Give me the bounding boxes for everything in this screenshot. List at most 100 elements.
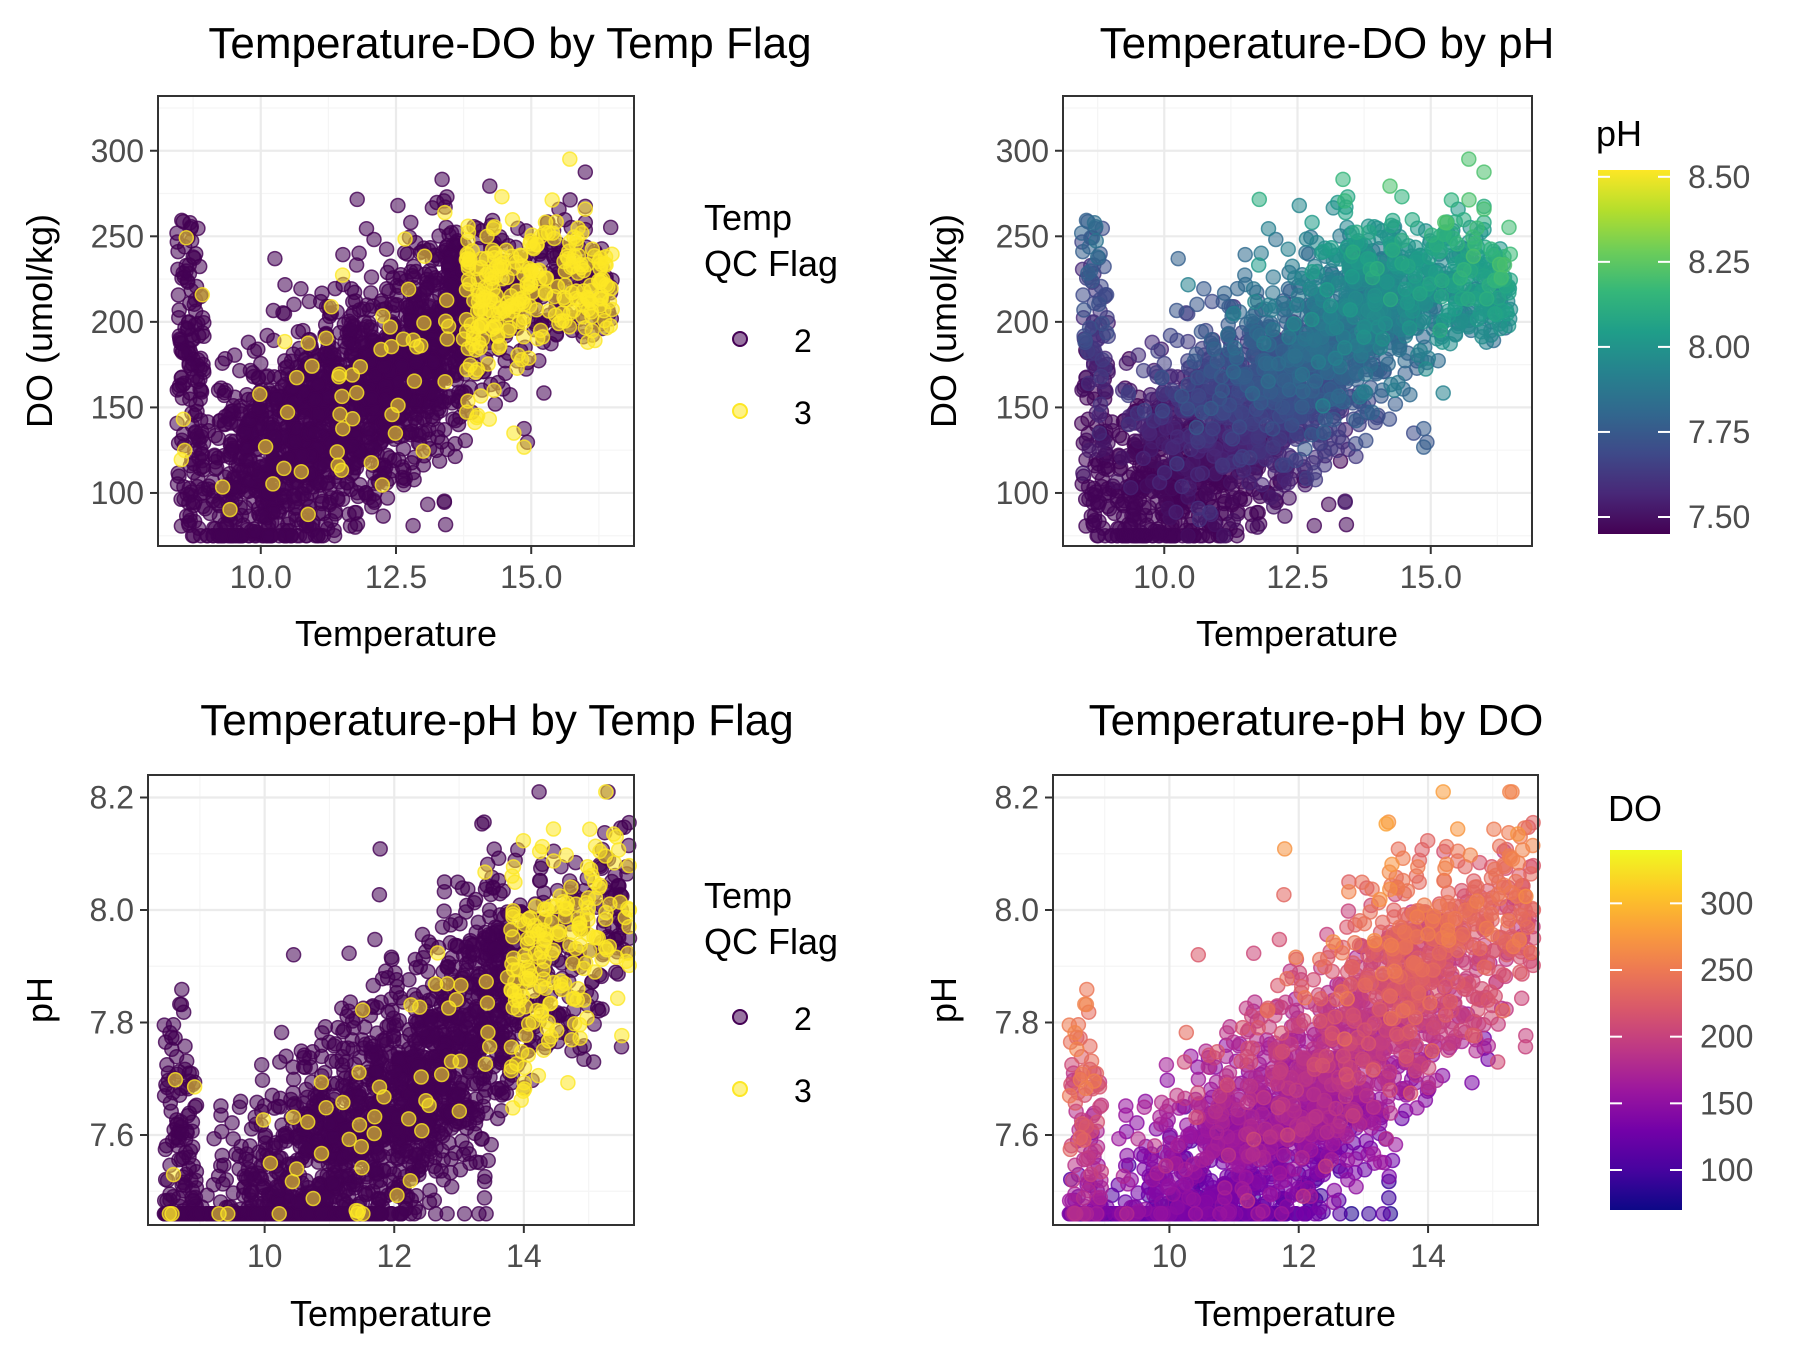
data-point [1243, 451, 1257, 465]
data-point [1088, 216, 1102, 230]
data-point [1076, 288, 1090, 302]
data-point [385, 340, 399, 354]
data-point [322, 418, 336, 432]
data-point [418, 249, 432, 263]
data-point [1272, 357, 1286, 371]
data-point [176, 412, 190, 426]
data-point [517, 440, 531, 454]
y-tick-label: 150 [91, 389, 144, 425]
data-point [495, 190, 509, 204]
data-point [278, 278, 292, 292]
legend-key-flag-3 [733, 404, 747, 418]
data-point [1207, 342, 1221, 356]
data-point [1388, 397, 1402, 411]
data-point [1204, 401, 1218, 415]
data-point [1382, 412, 1396, 426]
data-point [239, 425, 253, 439]
data-point [488, 397, 502, 411]
data-point [1117, 494, 1131, 508]
data-point [441, 256, 455, 270]
panel-temp-do-by-ph: Temperature-DO by pH 10.0 12.5 15.0 100150… [923, 19, 1750, 654]
data-point [577, 264, 591, 278]
data-point [605, 247, 619, 261]
data-point [507, 426, 521, 440]
data-point [1304, 282, 1318, 296]
data-point [365, 270, 379, 284]
data-point [1332, 389, 1346, 403]
data-point [444, 278, 458, 292]
data-point [514, 249, 528, 263]
data-point [567, 304, 581, 318]
data-point [328, 529, 342, 543]
data-point [197, 365, 211, 379]
data-point [1266, 422, 1280, 436]
data-point [1235, 406, 1249, 420]
data-point [1189, 421, 1203, 435]
data-point [552, 317, 566, 331]
data-point [1339, 518, 1353, 532]
data-point [530, 238, 544, 252]
data-point [1300, 471, 1314, 485]
data-point [1094, 370, 1108, 384]
data-point [1094, 397, 1108, 411]
data-point [295, 449, 309, 463]
data-point [1359, 367, 1373, 381]
data-point [594, 257, 608, 271]
data-point [404, 216, 418, 230]
data-point [391, 199, 405, 213]
data-point [1296, 384, 1310, 398]
data-point [1392, 343, 1406, 357]
data-point [433, 454, 447, 468]
data-point [506, 213, 520, 227]
data-point [1181, 529, 1195, 543]
data-point [1101, 499, 1115, 513]
data-point [1257, 336, 1271, 350]
data-point [404, 314, 418, 328]
data-point [290, 371, 304, 385]
data-point [182, 267, 196, 281]
data-point [1191, 435, 1205, 449]
data-point [1228, 341, 1242, 355]
data-point [1250, 520, 1264, 534]
data-point [1349, 414, 1363, 428]
data-point [435, 172, 449, 186]
data-point [1322, 497, 1336, 511]
data-point [439, 518, 453, 532]
data-point [288, 489, 302, 503]
data-point [584, 284, 598, 298]
data-point [1299, 246, 1313, 260]
data-point [1155, 371, 1169, 385]
data-point [1403, 388, 1417, 402]
data-point [277, 461, 291, 475]
data-point [208, 455, 222, 469]
data-point [1082, 443, 1096, 457]
legend-key-flag-2 [733, 332, 747, 346]
data-point [1217, 529, 1231, 543]
data-point [1171, 252, 1185, 266]
data-point [1079, 492, 1093, 506]
data-point [278, 307, 292, 321]
data-point [1191, 371, 1205, 385]
data-point [174, 492, 188, 506]
data-point [426, 355, 440, 369]
data-point [408, 411, 422, 425]
data-point [464, 318, 478, 332]
data-point [243, 364, 257, 378]
data-point [1338, 495, 1352, 509]
data-point [1110, 475, 1124, 489]
data-point [1292, 199, 1306, 213]
data-point [440, 332, 454, 346]
data-point [1233, 420, 1247, 434]
data-point [320, 477, 334, 491]
data-point [401, 301, 415, 315]
data-point [417, 316, 431, 330]
data-point [438, 375, 452, 389]
data-point [1203, 505, 1217, 519]
data-point [1151, 344, 1165, 358]
data-point [487, 220, 501, 234]
data-point [1261, 374, 1275, 388]
data-point [397, 463, 411, 477]
data-point [420, 282, 434, 296]
data-point [1092, 426, 1106, 440]
data-point [1387, 383, 1401, 397]
